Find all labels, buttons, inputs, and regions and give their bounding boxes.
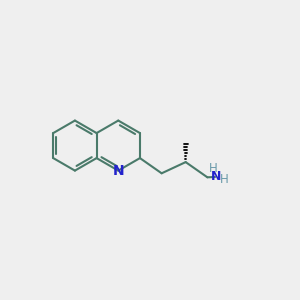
Text: H: H [220, 173, 229, 186]
Text: H: H [209, 162, 218, 175]
Text: N: N [112, 164, 124, 178]
Text: N: N [211, 170, 221, 183]
